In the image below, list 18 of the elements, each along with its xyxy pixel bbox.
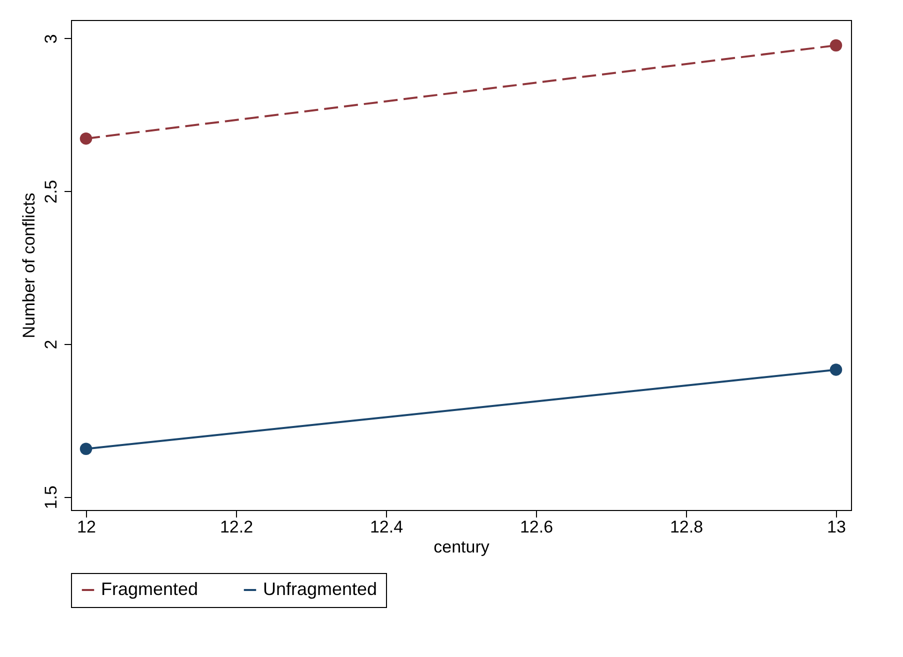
legend-label: Fragmented	[101, 579, 198, 599]
y-tick-label: 3	[42, 34, 60, 44]
legend-label: Unfragmented	[263, 579, 378, 599]
x-tick-label: 12	[77, 518, 96, 536]
point	[830, 364, 842, 376]
x-tick-label: 12.2	[220, 518, 254, 536]
x-tick-label: 12.8	[670, 518, 704, 536]
x-tick-label: 12.6	[520, 518, 554, 536]
point	[80, 132, 92, 145]
x-axis-title: century	[434, 538, 490, 556]
x-tick-label: 13	[827, 518, 846, 536]
y-tick-label: 2.5	[42, 180, 60, 204]
y-tick-label: 2	[42, 340, 60, 350]
x-tick-label: 12.4	[370, 518, 404, 536]
point	[830, 39, 842, 52]
y-tick-label: 1.5	[42, 486, 60, 510]
y-axis-title: Number of conflicts	[20, 192, 38, 338]
point	[80, 442, 92, 455]
